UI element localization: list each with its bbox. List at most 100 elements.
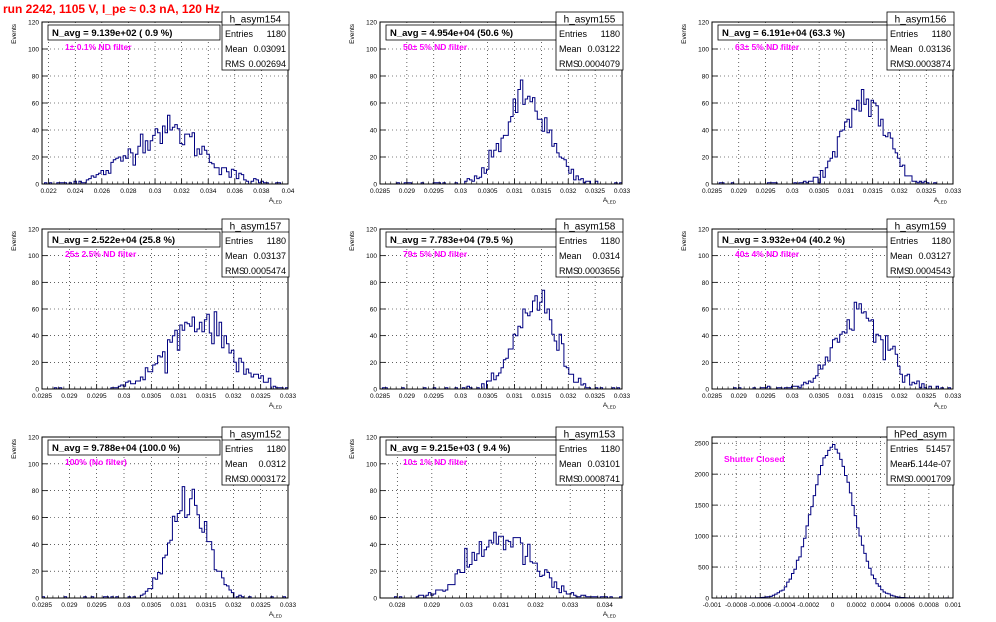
y-tick-label: 20	[702, 360, 710, 367]
stats-label: RMS	[559, 474, 579, 484]
navg-label: N_avg = 2.522e+04 (25.8 %)	[52, 235, 175, 246]
stats-value: 0.0004079	[577, 59, 620, 69]
y-tick-label: 20	[702, 155, 710, 162]
y-axis-title: Events	[11, 230, 18, 251]
filter-label: 10± 1% ND filter	[403, 457, 468, 467]
x-tick-label: 0.0285	[370, 188, 390, 195]
stats-label: Entries	[225, 444, 254, 454]
x-tick-label: 0.029	[731, 393, 748, 400]
stats-label: RMS	[890, 59, 910, 69]
x-tick-label: 0.031	[171, 393, 188, 400]
x-tick-label: 0.0295	[756, 188, 776, 195]
y-tick-label: 80	[370, 488, 378, 495]
x-tick-label: 0.0295	[424, 188, 444, 195]
y-tick-label: 60	[32, 101, 40, 108]
x-tick-label: 0.022	[41, 188, 58, 195]
navg-label: N_avg = 9.215e+03 ( 9.4 %)	[390, 443, 510, 454]
x-tick-label: 0.03	[454, 393, 467, 400]
navg-label: N_avg = 7.783e+04 (79.5 %)	[390, 235, 513, 246]
histogram-line-h_asym156	[712, 89, 953, 185]
y-tick-label: 40	[32, 333, 40, 340]
x-tick-label: 0.032	[891, 188, 908, 195]
stats-label: Entries	[225, 29, 254, 39]
y-tick-label: 40	[32, 542, 40, 549]
y-tick-label: 100	[28, 461, 39, 468]
x-tick-label: 0.034	[200, 188, 217, 195]
x-tick-label: 0.0305	[141, 602, 161, 609]
filter-label: 100% (No filter)	[65, 457, 127, 467]
stats-value: 1180	[267, 236, 286, 246]
histogram-panel-h_asym156: 0.0285 0.029 0.0295 0.03 0.0305 0.031 0.0315 0.…	[681, 11, 962, 205]
y-tick-label: 20	[32, 155, 40, 162]
y-tick-label: 100	[698, 47, 709, 54]
y-tick-label: 0	[373, 182, 377, 189]
histogram-panel-h_asym153: 0.028 0.029 0.03 0.031 0.032 0.033 0.034 0 20 40 6…	[349, 426, 624, 619]
x-tick-label: 0.032	[560, 393, 577, 400]
y-tick-label: 2500	[695, 441, 710, 448]
histogram-line-h_asym157	[42, 311, 289, 390]
navg-label: N_avg = 4.954e+04 (50.6 %)	[390, 28, 513, 39]
y-tick-label: 60	[32, 307, 40, 314]
x-tick-label: 0.0285	[370, 393, 390, 400]
stats-label: Mean	[559, 44, 582, 54]
y-tick-label: 120	[28, 435, 39, 442]
x-tick-label: 0	[831, 602, 835, 609]
x-tick-label: 0.0006	[895, 602, 915, 609]
stats-label: Entries	[890, 236, 919, 246]
x-tick-label: 0.03	[786, 188, 799, 195]
y-tick-label: 1000	[695, 534, 710, 541]
stats-label: RMS	[890, 474, 910, 484]
y-tick-label: 2000	[695, 472, 710, 479]
x-tick-label: 0.031	[506, 393, 523, 400]
stats-title: h_asym154	[230, 15, 282, 26]
x-tick-label: 0.033	[614, 188, 631, 195]
filter-label: 63± 5% ND filter	[735, 42, 800, 52]
y-tick-label: 60	[370, 101, 378, 108]
y-axis-title: Events	[681, 23, 688, 44]
stats-value: 0.0003874	[908, 59, 951, 69]
stats-label: Entries	[559, 29, 588, 39]
x-tick-label: 0.033	[614, 393, 631, 400]
stats-value: 0.03101	[587, 459, 620, 469]
x-tick-label: 0.032	[225, 602, 242, 609]
filter-label: 1± 0.1% ND filter	[65, 42, 132, 52]
x-tick-label: 0.0285	[702, 393, 722, 400]
filter-label: 79± 5% ND filter	[403, 249, 468, 259]
x-tick-label: 0.0285	[32, 393, 52, 400]
y-tick-label: 20	[32, 569, 40, 576]
x-tick-label: 0.0315	[196, 393, 216, 400]
x-tick-label: 0.03	[118, 393, 131, 400]
stats-label: RMS	[225, 59, 245, 69]
stats-label: Entries	[225, 236, 254, 246]
y-tick-label: 80	[702, 280, 710, 287]
stats-value: 0.03137	[253, 251, 286, 261]
stats-label: Mean	[559, 459, 582, 469]
y-tick-label: 0	[373, 596, 377, 603]
y-tick-label: 40	[370, 333, 378, 340]
y-tick-label: 100	[28, 47, 39, 54]
x-tick-label: 0.03	[118, 602, 131, 609]
x-tick-label: 0.034	[597, 602, 614, 609]
x-tick-label: -0.0002	[797, 602, 819, 609]
stats-label: Mean	[225, 251, 248, 261]
x-tick-label: -0.0008	[725, 602, 747, 609]
y-tick-label: 100	[698, 253, 709, 260]
stats-label: Entries	[559, 236, 588, 246]
y-tick-label: 0	[705, 182, 709, 189]
x-tick-label: 0.029	[61, 393, 78, 400]
stats-label: Mean	[890, 459, 913, 469]
stats-label: RMS	[890, 266, 910, 276]
y-tick-label: 120	[366, 20, 377, 27]
stats-value: 1180	[601, 236, 620, 246]
histogram-line-h_asym153	[380, 531, 623, 599]
x-axis-title: ALED	[603, 611, 617, 619]
x-tick-label: 0.0285	[702, 188, 722, 195]
y-tick-label: 60	[370, 515, 378, 522]
x-tick-label: 0.0305	[809, 188, 829, 195]
y-tick-label: 100	[366, 47, 377, 54]
stats-value: 0.0314	[592, 251, 620, 261]
stats-value: 0.002694	[248, 59, 286, 69]
y-tick-label: 20	[370, 569, 378, 576]
stats-title: h_asym153	[564, 430, 616, 441]
x-tick-label: 0.03	[786, 393, 799, 400]
